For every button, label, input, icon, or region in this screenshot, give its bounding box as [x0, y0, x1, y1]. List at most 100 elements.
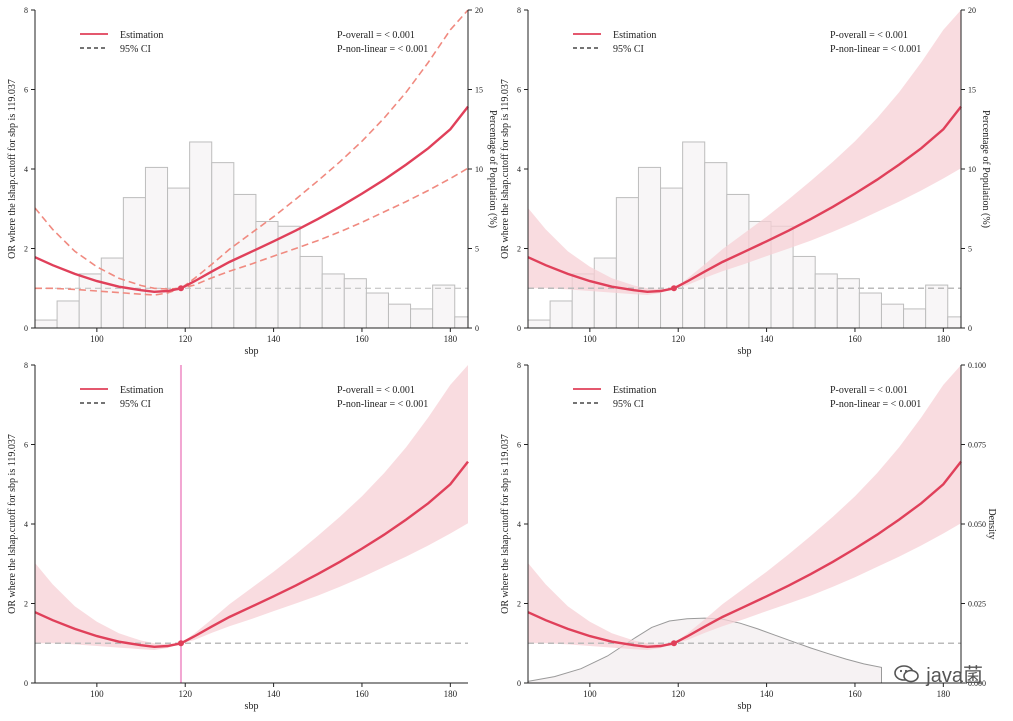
y-tick-label: 4 — [24, 520, 28, 529]
x-axis-title: sbp — [738, 346, 752, 357]
histogram-bar — [432, 284, 456, 329]
histogram-bar — [100, 257, 124, 329]
histogram-bar — [549, 300, 573, 329]
ci-ribbon — [528, 365, 961, 650]
histogram-bar — [880, 303, 905, 329]
x-tick-label: 180 — [444, 689, 458, 699]
x-tick-label: 100 — [583, 689, 597, 699]
legend-estimation-label: Estimation — [120, 385, 163, 396]
x-tick-label: 120 — [671, 689, 685, 699]
cutoff-point — [177, 640, 184, 647]
estimation-line — [527, 105, 962, 294]
x-tick-label: 180 — [937, 689, 951, 699]
histogram-bar — [255, 220, 279, 329]
y-axis-title: OR where the lshap.cutoff for sbp is 119… — [7, 434, 18, 614]
histogram-bar — [925, 284, 949, 329]
histogram-bar — [211, 162, 235, 329]
y2-axis-title: Percentage of Population (%) — [980, 110, 991, 228]
y-tick-label: 6 — [517, 86, 521, 95]
histogram-bar — [903, 308, 927, 329]
x-axis-title: sbp — [245, 346, 259, 357]
p-nonlinear-annotation: P-non-linear = < 0.001 — [337, 399, 428, 410]
y-tick-label: 2 — [517, 600, 521, 609]
x-tick-label: 100 — [90, 689, 104, 699]
y2-tick-label: 0 — [475, 324, 479, 333]
x-tick-label: 140 — [267, 334, 281, 344]
histogram-bar — [410, 308, 434, 329]
y2-tick-label: 5 — [475, 245, 479, 254]
y-axis-title: OR where the lshap.cutoff for sbp is 119… — [500, 79, 511, 259]
y2-tick-label: 0.000 — [968, 679, 986, 688]
legend-ci-label: 95% CI — [120, 399, 151, 410]
x-tick-label: 160 — [355, 689, 369, 699]
cutoff-point — [670, 640, 677, 647]
y2-tick-label: 10 — [475, 165, 483, 174]
watermark: java菌 — [894, 659, 983, 688]
chart-panel-histogram-ribbon-ci: 100 120 140 160 180 0 2 4 6 8 0 5 10 15 20 sbp OR where … — [500, 6, 991, 357]
x-tick-label: 100 — [90, 334, 104, 344]
estimation-line — [34, 460, 469, 649]
histogram-bar — [660, 187, 684, 329]
histogram-bar — [637, 166, 662, 329]
y-tick-label: 6 — [517, 441, 521, 450]
p-overall-annotation: P-overall = < 0.001 — [337, 30, 415, 41]
y-tick-label: 4 — [517, 520, 521, 529]
legend-estimation-label: Estimation — [120, 30, 163, 41]
y2-tick-label: 15 — [968, 86, 976, 95]
histogram-bar — [144, 166, 169, 329]
ci-ribbon — [528, 10, 961, 295]
y2-tick-label: 20 — [968, 6, 976, 15]
histogram-bar — [814, 273, 838, 329]
histogram-bar — [527, 319, 551, 329]
x-axis-title: sbp — [245, 701, 259, 712]
y-tick-label: 0 — [517, 324, 521, 333]
y2-tick-label: 0.025 — [968, 600, 986, 609]
chart-panel-histogram-dashed-ci: 100 120 140 160 180 0 2 4 6 8 0 5 10 15 20 sbp OR where … — [7, 6, 498, 357]
wechat-icon — [894, 664, 920, 682]
y-tick-label: 8 — [24, 361, 28, 370]
y2-tick-label: 0 — [968, 324, 972, 333]
y-tick-label: 8 — [24, 6, 28, 15]
histogram-bar — [321, 273, 345, 329]
histogram-bar — [167, 187, 191, 329]
y-tick-label: 8 — [517, 361, 521, 370]
y2-axis-title: Percentage of Population (%) — [487, 110, 498, 228]
watermark-text: java菌 — [926, 665, 983, 687]
histogram-bar — [387, 303, 412, 329]
histogram-bar — [34, 319, 58, 329]
x-tick-label: 160 — [848, 689, 862, 699]
y-tick-label: 0 — [24, 679, 28, 688]
x-tick-label: 120 — [178, 334, 192, 344]
y-tick-label: 2 — [24, 600, 28, 609]
x-tick-label: 180 — [937, 334, 951, 344]
chart-panel-ribbon-ci-vline: 100 120 140 160 180 0 2 4 6 8 sbp OR where the lsha… — [7, 361, 469, 712]
histogram-bar — [365, 292, 389, 329]
histogram-bar — [299, 255, 323, 329]
y2-axis-title: Density — [986, 508, 997, 539]
x-axis-title: sbp — [738, 701, 752, 712]
x-tick-label: 100 — [583, 334, 597, 344]
ci-ribbon — [35, 365, 468, 650]
histogram-bar — [836, 278, 860, 329]
x-tick-label: 140 — [760, 334, 774, 344]
histogram-bar — [682, 141, 706, 329]
p-nonlinear-annotation: P-non-linear = < 0.001 — [830, 399, 921, 410]
legend-ci-label: 95% CI — [613, 44, 644, 55]
y-axis-title: OR where the lshap.cutoff for sbp is 119… — [7, 79, 18, 259]
histogram-bar — [704, 162, 728, 329]
p-nonlinear-annotation: P-non-linear = < 0.001 — [337, 44, 428, 55]
estimation-line — [527, 460, 962, 649]
y-tick-label: 2 — [517, 245, 521, 254]
cutoff-point — [670, 285, 677, 292]
x-tick-label: 120 — [178, 689, 192, 699]
histogram-bar — [454, 316, 469, 329]
ci-upper-line — [34, 9, 469, 290]
y2-tick-label: 0.100 — [968, 361, 986, 370]
histogram-bar — [233, 193, 257, 329]
y2-tick-label: 15 — [475, 86, 483, 95]
y2-tick-label: 0.075 — [968, 441, 986, 450]
y-axis-title: OR where the lshap.cutoff for sbp is 119… — [500, 434, 511, 614]
histogram-bar — [858, 292, 882, 329]
y-tick-label: 6 — [24, 86, 28, 95]
